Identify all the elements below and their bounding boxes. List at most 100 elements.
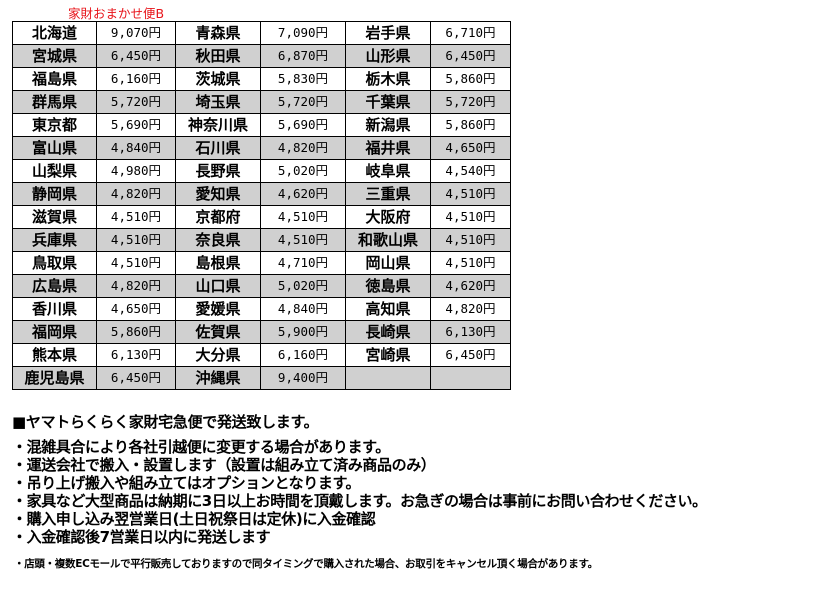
price-cell: 5,020円 [260, 159, 346, 183]
table-row: 東京都 5,690円 神奈川県 5,690円 新潟県 5,860円 [12, 113, 511, 137]
price-cell: 5,720円 [430, 90, 511, 114]
price-cell: 4,710円 [260, 251, 346, 275]
note-item: ・購入申し込み翌営業日(土日祝祭日は定休)に入金確認 [12, 510, 376, 528]
prefecture-cell: 佐賀県 [175, 320, 261, 344]
prefecture-cell: 山梨県 [12, 159, 97, 183]
note-item: ・混雑具合により各社引越便に変更する場合があります。 [12, 438, 390, 456]
prefecture-cell: 奈良県 [175, 228, 261, 252]
prefecture-cell: 香川県 [12, 297, 97, 321]
price-cell: 5,690円 [260, 113, 346, 137]
prefecture-cell: 千葉県 [345, 90, 431, 114]
prefecture-cell: 徳島県 [345, 274, 431, 298]
price-cell: 6,870円 [260, 44, 346, 68]
prefecture-cell: 山形県 [345, 44, 431, 68]
table-row: 福岡県 5,860円 佐賀県 5,900円 長崎県 6,130円 [12, 320, 511, 344]
prefecture-cell: 愛媛県 [175, 297, 261, 321]
prefecture-cell: 沖縄県 [175, 366, 261, 390]
footnote: ・店頭・複数ECモールで平行販売しておりますので同タイミングで購入された場合、お… [14, 558, 598, 570]
table-row: 富山県 4,840円 石川県 4,820円 福井県 4,650円 [12, 136, 511, 160]
price-cell: 4,820円 [96, 274, 176, 298]
price-cell: 5,720円 [96, 90, 176, 114]
price-cell: 4,840円 [96, 136, 176, 160]
prefecture-cell: 東京都 [12, 113, 97, 137]
price-cell: 4,510円 [430, 205, 511, 229]
price-cell: 4,510円 [430, 182, 511, 206]
price-cell: 4,510円 [260, 228, 346, 252]
prefecture-cell: 群馬県 [12, 90, 97, 114]
table-row: 滋賀県 4,510円 京都府 4,510円 大阪府 4,510円 [12, 205, 511, 229]
table-row: 宮城県 6,450円 秋田県 6,870円 山形県 6,450円 [12, 44, 511, 68]
prefecture-cell: 長野県 [175, 159, 261, 183]
price-cell: 5,900円 [260, 320, 346, 344]
prefecture-cell: 滋賀県 [12, 205, 97, 229]
table-row: 鹿児島県 6,450円 沖縄県 9,400円 [12, 366, 511, 390]
price-cell: 4,840円 [260, 297, 346, 321]
notes-heading: ■ヤマトらくらく家財宅急便で発送致します。 [12, 413, 319, 431]
price-cell: 5,860円 [96, 320, 176, 344]
price-cell: 6,710円 [430, 21, 511, 45]
price-cell: 4,820円 [430, 297, 511, 321]
price-cell: 4,650円 [96, 297, 176, 321]
price-cell: 4,620円 [430, 274, 511, 298]
price-cell: 4,820円 [260, 136, 346, 160]
note-item: ・入金確認後7営業日以内に発送します [12, 528, 271, 546]
prefecture-cell: 高知県 [345, 297, 431, 321]
price-cell: 6,450円 [96, 44, 176, 68]
price-cell: 4,650円 [430, 136, 511, 160]
prefecture-cell: 宮崎県 [345, 343, 431, 367]
price-cell: 5,860円 [430, 67, 511, 91]
prefecture-cell: 福岡県 [12, 320, 97, 344]
price-cell: 4,510円 [96, 228, 176, 252]
price-cell: 5,690円 [96, 113, 176, 137]
price-cell: 4,540円 [430, 159, 511, 183]
prefecture-cell: 京都府 [175, 205, 261, 229]
prefecture-cell: 北海道 [12, 21, 97, 45]
table-row: 熊本県 6,130円 大分県 6,160円 宮崎県 6,450円 [12, 343, 511, 367]
price-cell: 5,020円 [260, 274, 346, 298]
price-cell: 4,510円 [430, 251, 511, 275]
prefecture-cell: 石川県 [175, 136, 261, 160]
price-cell: 4,820円 [96, 182, 176, 206]
prefecture-cell: 神奈川県 [175, 113, 261, 137]
prefecture-cell: 熊本県 [12, 343, 97, 367]
table-row: 香川県 4,650円 愛媛県 4,840円 高知県 4,820円 [12, 297, 511, 321]
prefecture-cell: 福島県 [12, 67, 97, 91]
note-item: ・家具など大型商品は納期に3日以上お時間を頂戴します。お急ぎの場合は事前にお問い… [12, 492, 707, 510]
prefecture-cell: 三重県 [345, 182, 431, 206]
prefecture-cell: 新潟県 [345, 113, 431, 137]
price-cell: 9,070円 [96, 21, 176, 45]
prefecture-cell: 愛知県 [175, 182, 261, 206]
price-cell: 4,510円 [96, 251, 176, 275]
table-row: 福島県 6,160円 茨城県 5,830円 栃木県 5,860円 [12, 67, 511, 91]
price-cell: 4,980円 [96, 159, 176, 183]
table-row: 広島県 4,820円 山口県 5,020円 徳島県 4,620円 [12, 274, 511, 298]
prefecture-cell: 島根県 [175, 251, 261, 275]
prefecture-cell: 兵庫県 [12, 228, 97, 252]
price-cell [430, 366, 511, 390]
prefecture-cell: 鳥取県 [12, 251, 97, 275]
table-row: 山梨県 4,980円 長野県 5,020円 岐阜県 4,540円 [12, 159, 511, 183]
price-cell: 6,130円 [430, 320, 511, 344]
price-cell: 6,450円 [96, 366, 176, 390]
price-cell: 4,510円 [96, 205, 176, 229]
prefecture-cell: 山口県 [175, 274, 261, 298]
note-item: ・吊り上げ搬入や組み立てはオプションとなります。 [12, 474, 361, 492]
table-row: 鳥取県 4,510円 島根県 4,710円 岡山県 4,510円 [12, 251, 511, 275]
prefecture-cell: 大阪府 [345, 205, 431, 229]
note-item: ・運送会社で搬入・設置します（設置は組み立て済み商品のみ） [12, 456, 436, 474]
price-cell: 4,510円 [260, 205, 346, 229]
prefecture-cell: 富山県 [12, 136, 97, 160]
shipping-rate-table: 北海道 9,070円 青森県 7,090円 岩手県 6,710円 宮城県 6,450円 秋田県 6… [12, 21, 511, 390]
prefecture-cell: 青森県 [175, 21, 261, 45]
price-cell: 6,450円 [430, 44, 511, 68]
price-cell: 6,130円 [96, 343, 176, 367]
price-cell: 5,720円 [260, 90, 346, 114]
prefecture-cell: 岡山県 [345, 251, 431, 275]
price-cell: 4,510円 [430, 228, 511, 252]
table-row: 群馬県 5,720円 埼玉県 5,720円 千葉県 5,720円 [12, 90, 511, 114]
price-cell: 9,400円 [260, 366, 346, 390]
price-cell: 5,830円 [260, 67, 346, 91]
prefecture-cell: 岩手県 [345, 21, 431, 45]
price-cell: 6,160円 [96, 67, 176, 91]
prefecture-cell: 鹿児島県 [12, 366, 97, 390]
